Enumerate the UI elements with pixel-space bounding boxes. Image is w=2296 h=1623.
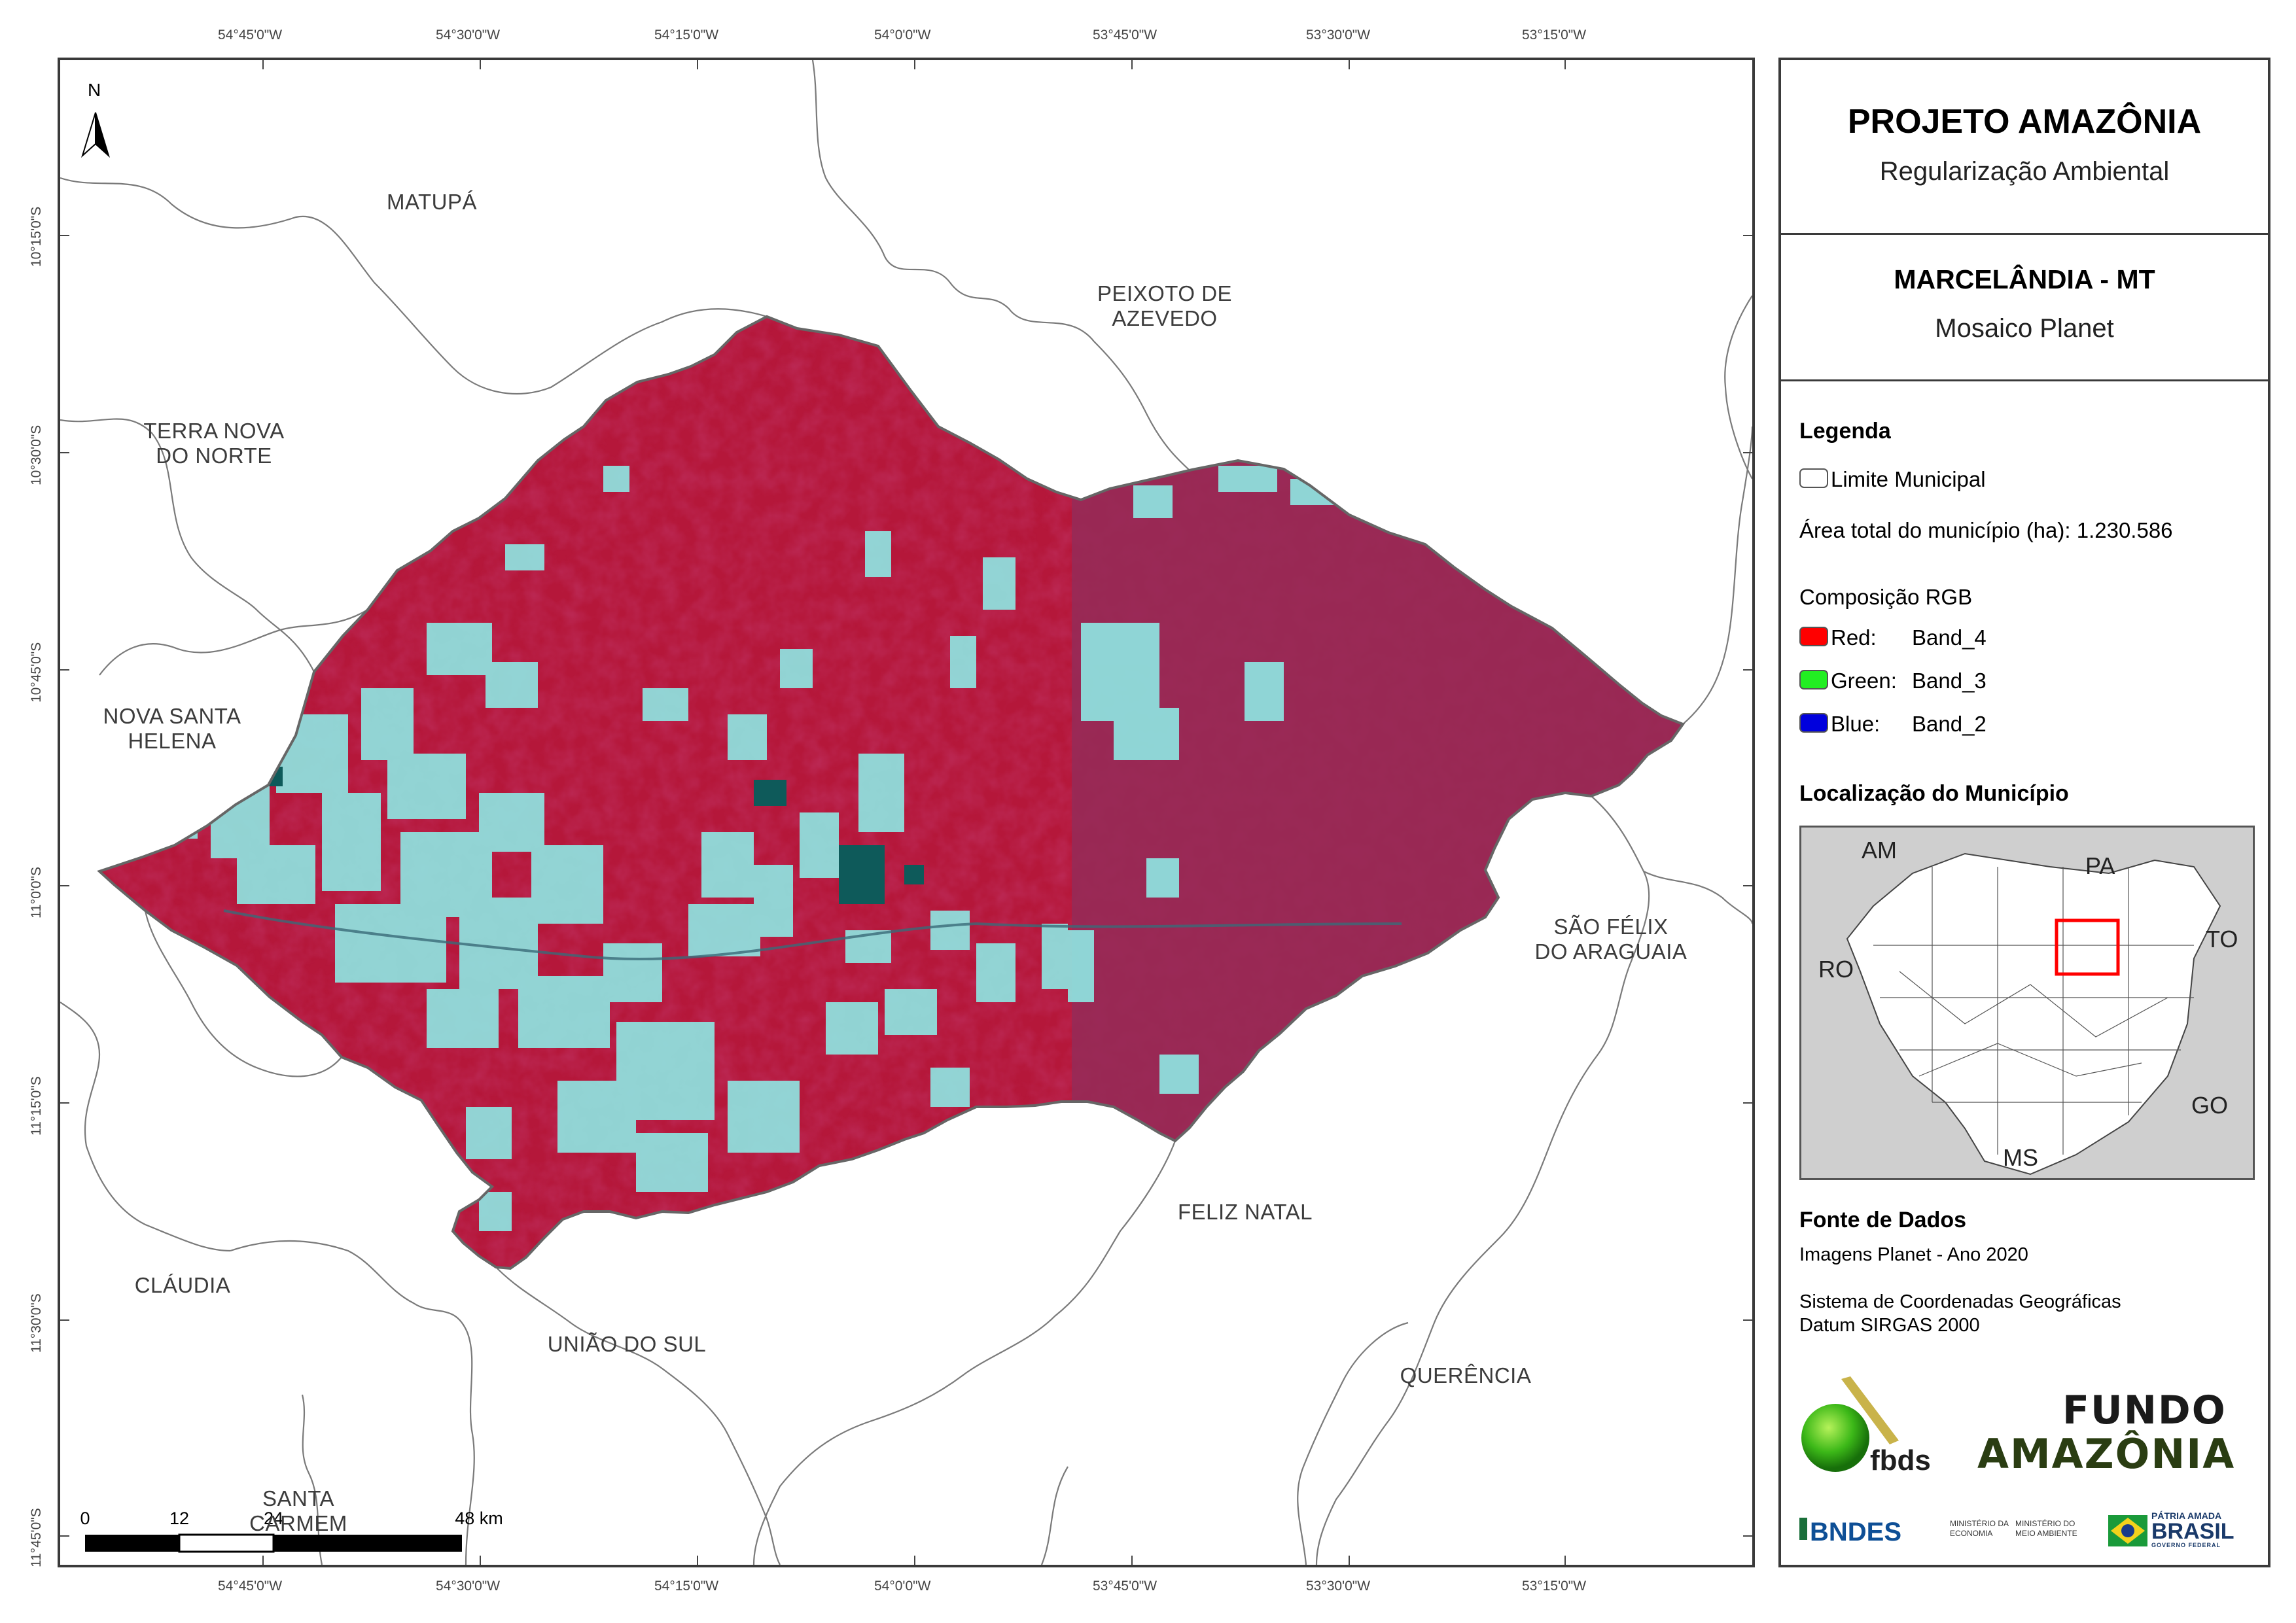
sources-datum: Datum SIRGAS 2000	[1799, 1315, 1980, 1336]
lat-label: 11°45'0"S	[29, 1508, 44, 1567]
legend-panel: PROJETO AMAZÔNIA Regularização Ambiental…	[1778, 58, 2270, 1567]
fundo-amazonia-wordmark: AMAZÔNIA	[1977, 1430, 2236, 1478]
lat-label: 10°15'0"S	[29, 206, 44, 267]
rgb-heading: Composição RGB	[1799, 585, 1973, 609]
graticule-ticks	[60, 60, 1752, 1565]
municipality-label: UNIÃO DO SUL	[547, 1332, 707, 1356]
lat-label: 10°45'0"S	[29, 642, 44, 703]
lon-label-top: 53°45'0"W	[1093, 27, 1157, 43]
panel-divider	[1781, 379, 2268, 381]
lon-label-top: 54°15'0"W	[654, 27, 719, 43]
min-economia-logo: MINISTÉRIO DA ECONOMIA	[1950, 1519, 2009, 1538]
area-label: Área total do município (ha): 1.230.586	[1799, 518, 2173, 542]
state-label: GO	[2191, 1092, 2229, 1119]
lon-label-top: 53°15'0"W	[1522, 27, 1587, 43]
lat-label: 10°30'0"S	[29, 425, 44, 485]
municipality-label: TERRA NOVA DO NORTE	[143, 419, 285, 468]
scale-label: 0	[80, 1509, 90, 1528]
lat-label: 11°0'0"S	[29, 866, 44, 918]
green-band-value: Band_3	[1912, 669, 1987, 693]
mosaic-title: Mosaico Planet	[1935, 314, 2114, 343]
municipality-label: FELIZ NATAL	[1178, 1200, 1313, 1224]
scale-label: 24	[263, 1509, 284, 1528]
location-heading: Localização do Município	[1799, 781, 2069, 806]
lon-label-top: 54°0'0"W	[874, 27, 931, 43]
blue-band-channel: Blue:	[1831, 712, 1881, 736]
sources-images: Imagens Planet - Ano 2020	[1799, 1244, 2028, 1265]
project-title: PROJETO AMAZÔNIA	[1847, 103, 2202, 141]
lat-label: 11°15'0"S	[29, 1076, 44, 1136]
lon-label-bottom: 54°30'0"W	[436, 1579, 501, 1594]
state-label: TO	[2206, 926, 2238, 952]
location-inset-map[interactable]: AM PA TO RO GO MS	[1799, 826, 2255, 1180]
lon-label-bottom: 54°45'0"W	[218, 1579, 283, 1594]
location-highlight-box	[2055, 918, 2120, 976]
green-band-channel: Green:	[1831, 669, 1897, 693]
municipality-label: CLÁUDIA	[134, 1273, 231, 1297]
municipality-label: MATUPÁ	[386, 190, 478, 214]
scale-label: 12	[169, 1509, 190, 1528]
lon-label-bottom: 53°30'0"W	[1306, 1579, 1371, 1594]
municipality-label: SANTA CARMEM	[249, 1486, 347, 1535]
project-subtitle: Regularização Ambiental	[1879, 157, 2170, 186]
north-label: N	[88, 80, 101, 100]
red-band-value: Band_4	[1912, 625, 1987, 650]
blue-band-value: Band_2	[1912, 712, 1987, 736]
boundary-label: Limite Municipal	[1831, 467, 1986, 491]
sources-heading: Fonte de Dados	[1799, 1208, 1967, 1232]
brasil-flag-icon	[2108, 1515, 2147, 1546]
lon-label-bottom: 54°15'0"W	[654, 1579, 719, 1594]
fundo-amazonia-logo: FUNDO	[2062, 1387, 2227, 1433]
blue-band-swatch	[1799, 713, 1828, 733]
panel-divider	[1781, 233, 2268, 235]
state-label: MS	[2003, 1144, 2038, 1171]
municipality-label: PEIXOTO DE AZEVEDO	[1097, 281, 1233, 330]
legend-heading: Legenda	[1799, 419, 1891, 444]
lon-label-bottom: 53°15'0"W	[1522, 1579, 1587, 1594]
scale-bar	[85, 1533, 462, 1553]
map-frame[interactable]: N 0 12 24 48 km MATUPÁ PEIXOTO DE AZEVEDO…	[58, 58, 1755, 1567]
green-band-swatch	[1799, 670, 1828, 689]
north-arrow-icon	[81, 112, 110, 158]
red-band-swatch	[1799, 627, 1828, 646]
lon-label-bottom: 54°0'0"W	[874, 1579, 931, 1594]
lon-label-top: 54°30'0"W	[436, 27, 501, 43]
state-label: RO	[1818, 956, 1854, 983]
municipality-label: SÃO FÉLIX DO ARAGUAIA	[1534, 915, 1687, 964]
patria-amada-logo: PÁTRIA AMADA BRASIL GOVERNO FEDERAL	[2151, 1510, 2234, 1548]
lon-label-top: 54°45'0"W	[218, 27, 283, 43]
map-canvas[interactable]	[60, 60, 1752, 1565]
boundary-swatch	[1799, 468, 1828, 488]
marcelandia-imagery	[99, 317, 1683, 1268]
municipal-boundary-marcelandia[interactable]	[97, 315, 1686, 1270]
bndes-logo: BNDES	[1810, 1518, 1902, 1546]
lat-label: 11°30'0"S	[29, 1293, 44, 1353]
bndes-icon	[1799, 1518, 1807, 1540]
red-band-channel: Red:	[1831, 625, 1877, 650]
sources-crs: Sistema de Coordenadas Geográficas	[1799, 1291, 2121, 1312]
municipality-label: NOVA SANTA HELENA	[103, 704, 241, 753]
municipality-title: MARCELÂNDIA - MT	[1894, 264, 2155, 294]
state-label: AM	[1862, 837, 1897, 864]
state-label: PA	[2085, 852, 2115, 879]
lon-label-bottom: 53°45'0"W	[1093, 1579, 1157, 1594]
fbds-logo: fbds	[1799, 1372, 1931, 1477]
lon-label-top: 53°30'0"W	[1306, 27, 1371, 43]
municipality-label: QUERÊNCIA	[1400, 1363, 1532, 1387]
min-meio-ambiente-logo: MINISTÉRIO DO MEIO AMBIENTE	[2015, 1519, 2077, 1538]
scale-label: 48 km	[455, 1509, 503, 1528]
municipal-boundaries	[60, 60, 1752, 1565]
